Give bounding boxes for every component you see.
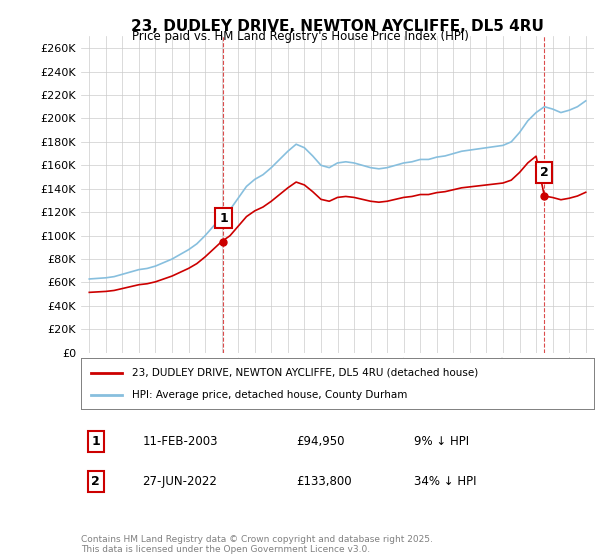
Text: 9% ↓ HPI: 9% ↓ HPI <box>415 435 470 448</box>
Text: 2: 2 <box>540 166 548 179</box>
Text: HPI: Average price, detached house, County Durham: HPI: Average price, detached house, Coun… <box>133 390 407 400</box>
Text: Price paid vs. HM Land Registry's House Price Index (HPI): Price paid vs. HM Land Registry's House … <box>131 30 469 43</box>
Text: 11-FEB-2003: 11-FEB-2003 <box>143 435 218 448</box>
Text: 1: 1 <box>91 435 100 448</box>
Text: 1: 1 <box>219 212 228 225</box>
Text: 27-JUN-2022: 27-JUN-2022 <box>143 475 217 488</box>
Text: £94,950: £94,950 <box>296 435 345 448</box>
Text: 23, DUDLEY DRIVE, NEWTON AYCLIFFE, DL5 4RU (detached house): 23, DUDLEY DRIVE, NEWTON AYCLIFFE, DL5 4… <box>133 367 479 377</box>
Text: £133,800: £133,800 <box>296 475 352 488</box>
Text: 34% ↓ HPI: 34% ↓ HPI <box>415 475 477 488</box>
Text: 2: 2 <box>91 475 100 488</box>
Text: Contains HM Land Registry data © Crown copyright and database right 2025.
This d: Contains HM Land Registry data © Crown c… <box>81 535 433 554</box>
Title: 23, DUDLEY DRIVE, NEWTON AYCLIFFE, DL5 4RU: 23, DUDLEY DRIVE, NEWTON AYCLIFFE, DL5 4… <box>131 19 544 34</box>
